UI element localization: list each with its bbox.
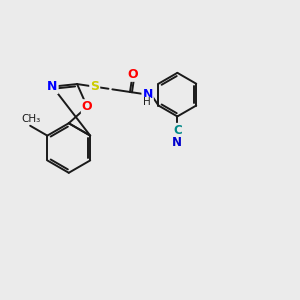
Text: N: N [172,136,182,149]
Text: N: N [47,80,58,93]
Text: N: N [142,88,153,101]
Text: C: C [173,124,182,137]
Text: O: O [127,68,138,81]
Text: H: H [142,98,150,107]
Text: O: O [82,100,92,113]
Text: S: S [90,80,99,93]
Text: CH₃: CH₃ [22,114,41,124]
